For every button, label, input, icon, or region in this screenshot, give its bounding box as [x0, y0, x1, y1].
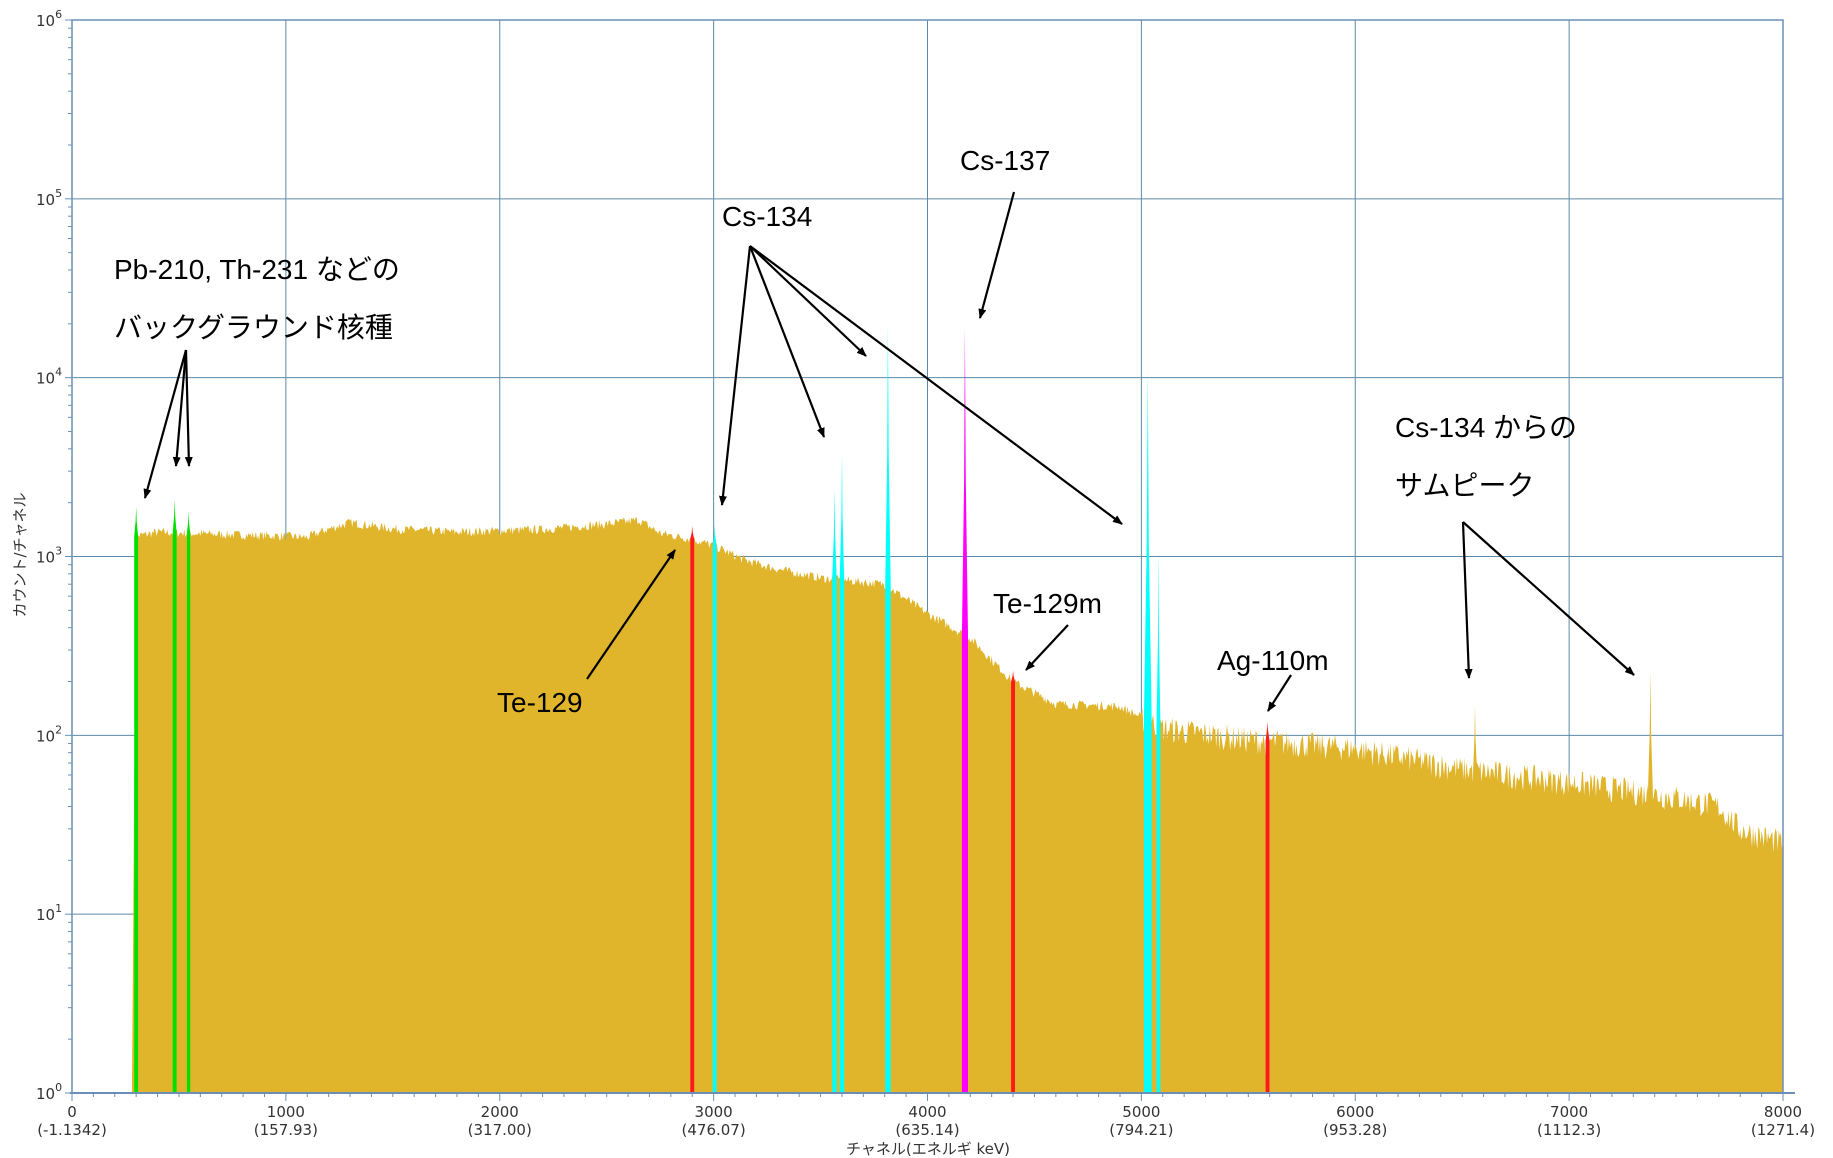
x-tick-sublabel: (1112.3) [1537, 1121, 1601, 1139]
y-tick-label: 105 [36, 187, 62, 209]
annotation-sum-line1: Cs-134 からの [1395, 412, 1577, 443]
y-tick-label: 103 [36, 545, 62, 567]
x-tick-label: 6000 [1336, 1103, 1374, 1121]
x-tick-label: 1000 [267, 1103, 305, 1121]
peak-sum [1473, 703, 1477, 1093]
x-tick-label: 8000 [1764, 1103, 1802, 1121]
x-tick-label: 3000 [695, 1103, 733, 1121]
annotation-arrow [749, 245, 867, 357]
x-tick-sublabel: (157.93) [254, 1121, 318, 1139]
peak-bkg [186, 510, 191, 1093]
x-tick-sublabel: (-1.1342) [37, 1121, 107, 1139]
peak-sum [1647, 670, 1653, 1093]
annotation-arrow [1025, 624, 1069, 671]
continuum-fill [131, 517, 1783, 1093]
annotation-arrow [1267, 674, 1292, 712]
annotation-cs137: Cs-137 [960, 145, 1050, 176]
annotation-arrow [143, 349, 188, 499]
annotation-arrow [184, 349, 193, 467]
x-tick-sublabel: (476.07) [682, 1121, 746, 1139]
x-tick-sublabel: (317.00) [468, 1121, 532, 1139]
annotation-ag110m: Ag-110m [1217, 645, 1329, 676]
x-tick-label: 4000 [908, 1103, 946, 1121]
peak-cs-137 [961, 327, 968, 1093]
x-axis-ticks: 0(-1.1342) 1000(157.93) 2000(317.00) 3000(4… [37, 1093, 1815, 1139]
annotation-arrow [748, 245, 826, 438]
peak-cs-134 [839, 452, 845, 1093]
x-tick-label: 0 [67, 1103, 77, 1121]
annotation-sum-line2: サムピーク [1395, 470, 1534, 501]
x-tick-sublabel: (794.21) [1109, 1121, 1173, 1139]
peak-cs-134 [1156, 549, 1161, 1093]
annotation-bkg-line1: Pb-210, Th-231 などの [114, 254, 400, 285]
peaks [134, 323, 1653, 1094]
annotation-te129m: Te-129m [993, 588, 1102, 619]
annotation-arrow [1461, 521, 1473, 679]
y-axis-title: カウント/チャネル [11, 493, 29, 618]
peak-cs-134 [885, 323, 891, 1093]
annotation-bkg-line2: バックグラウンド核種 [114, 312, 393, 343]
peak-bkg [134, 506, 139, 1094]
peak-ag-110m [1265, 721, 1270, 1093]
y-tick-label: 100 [36, 1081, 62, 1103]
x-tick-label: 5000 [1122, 1103, 1160, 1121]
x-tick-sublabel: (1271.4) [1751, 1121, 1815, 1139]
continuum-area [131, 517, 1783, 1093]
y-axis-ticks: 100 101 102 103 104 105 106 [36, 8, 72, 1103]
annotation-te129: Te-129 [497, 687, 583, 718]
peak-te-129 [690, 526, 695, 1093]
y-tick-label: 106 [36, 8, 62, 30]
annotation-arrow [586, 549, 676, 680]
peak-cs-134 [832, 488, 837, 1093]
y-tick-label: 102 [36, 723, 62, 745]
annotation-arrow [172, 349, 188, 467]
annotation-arrow [978, 191, 1016, 319]
peak-bkg [172, 498, 177, 1093]
peak-cs-134 [1143, 370, 1152, 1093]
peak-te-129m [1011, 670, 1015, 1093]
annotation-arrow [1462, 521, 1635, 676]
peak-cs-134 [712, 525, 717, 1093]
x-tick-label: 7000 [1550, 1103, 1588, 1121]
x-tick-sublabel: (953.28) [1323, 1121, 1387, 1139]
annotation-cs134: Cs-134 [722, 201, 812, 232]
annotation-arrow [718, 245, 752, 506]
annotation-arrows [143, 191, 1635, 712]
x-tick-sublabel: (635.14) [895, 1121, 959, 1139]
y-tick-label: 104 [36, 366, 62, 388]
annotation-arrow [749, 245, 1123, 525]
y-tick-label: 101 [36, 902, 62, 924]
x-tick-label: 2000 [481, 1103, 519, 1121]
x-axis-title: チャネル(エネルギ keV) [846, 1140, 1010, 1158]
